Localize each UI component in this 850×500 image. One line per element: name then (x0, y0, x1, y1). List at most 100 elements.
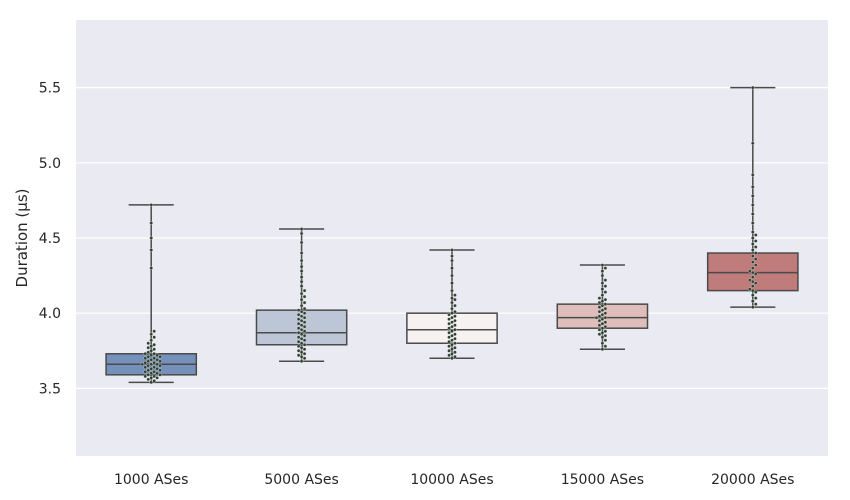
data-point (450, 254, 454, 258)
data-point (453, 327, 457, 332)
data-point (603, 333, 608, 338)
data-point (751, 85, 755, 90)
data-point (453, 355, 457, 359)
data-point (149, 362, 153, 367)
data-point (450, 338, 454, 342)
data-point (152, 352, 156, 356)
data-point (600, 321, 605, 326)
data-point (299, 291, 304, 296)
data-point (450, 300, 454, 305)
data-point (140, 362, 145, 367)
data-point (453, 323, 457, 327)
data-point (450, 296, 454, 300)
data-point (450, 311, 454, 315)
box-group (706, 85, 799, 309)
data-point (149, 358, 153, 362)
data-point (296, 339, 301, 344)
x-tick-label: 10000 ASes (410, 472, 493, 488)
data-point (299, 227, 304, 231)
data-point (299, 279, 304, 284)
data-point (600, 269, 605, 273)
data-point (751, 260, 755, 264)
data-point (453, 309, 457, 314)
data-point (447, 321, 451, 326)
data-point (155, 376, 159, 380)
data-point (447, 349, 451, 353)
data-point (450, 333, 454, 338)
data-point (751, 284, 755, 288)
data-point (754, 263, 758, 267)
data-point (603, 302, 608, 306)
data-point (152, 356, 156, 361)
data-point (751, 275, 755, 279)
data-point (600, 281, 605, 285)
data-point (754, 233, 758, 237)
data-point (751, 248, 755, 252)
data-point (299, 284, 304, 288)
box-group (556, 263, 649, 352)
data-point (597, 314, 602, 318)
data-point (450, 266, 454, 270)
data-point (302, 320, 307, 324)
data-point (143, 356, 148, 361)
data-point (296, 344, 301, 348)
data-point (155, 367, 159, 371)
data-point (299, 269, 304, 273)
data-point (603, 266, 608, 270)
data-point (754, 245, 758, 249)
data-point (603, 297, 608, 302)
data-point (152, 370, 156, 374)
data-point (302, 288, 307, 293)
data-point (146, 364, 150, 368)
data-point (751, 236, 755, 240)
data-point (751, 173, 755, 177)
data-point (152, 329, 156, 333)
data-point (302, 315, 307, 320)
data-point (155, 353, 159, 358)
data-point (751, 203, 755, 207)
data-point (299, 314, 304, 318)
box-group (255, 227, 348, 364)
data-point (600, 299, 605, 303)
data-point (155, 371, 159, 376)
data-point (143, 352, 148, 356)
x-tick-label: 1000 ASes (114, 472, 188, 488)
data-point (597, 296, 602, 300)
data-point (600, 347, 605, 352)
data-point (751, 141, 755, 146)
data-point (450, 352, 454, 356)
data-point (450, 288, 454, 293)
data-point (600, 312, 605, 317)
data-point (600, 317, 605, 321)
data-point (302, 306, 307, 311)
data-point (450, 324, 454, 329)
y-axis-label: Duration (µs) (13, 189, 31, 288)
data-point (453, 318, 457, 323)
data-point (603, 320, 608, 324)
y-tick-label: 4.5 (39, 231, 61, 247)
data-point (603, 306, 608, 311)
data-point (603, 284, 608, 288)
data-point (296, 317, 301, 321)
data-point (149, 332, 153, 336)
data-point (149, 248, 153, 252)
data-point (600, 287, 605, 291)
data-point (603, 311, 608, 315)
data-point (158, 359, 162, 364)
data-point (143, 365, 148, 370)
data-point (603, 344, 608, 348)
data-point (299, 297, 304, 302)
y-tick-label: 4.0 (39, 306, 61, 322)
data-point (603, 329, 608, 333)
data-point (302, 342, 307, 347)
data-point (296, 330, 301, 335)
data-point (751, 270, 755, 275)
data-point (299, 318, 304, 323)
data-point (603, 278, 608, 282)
data-point (299, 251, 304, 255)
data-point (296, 349, 301, 353)
data-point (146, 359, 150, 364)
data-point (152, 335, 156, 339)
data-point (299, 309, 304, 314)
data-point (450, 306, 454, 311)
